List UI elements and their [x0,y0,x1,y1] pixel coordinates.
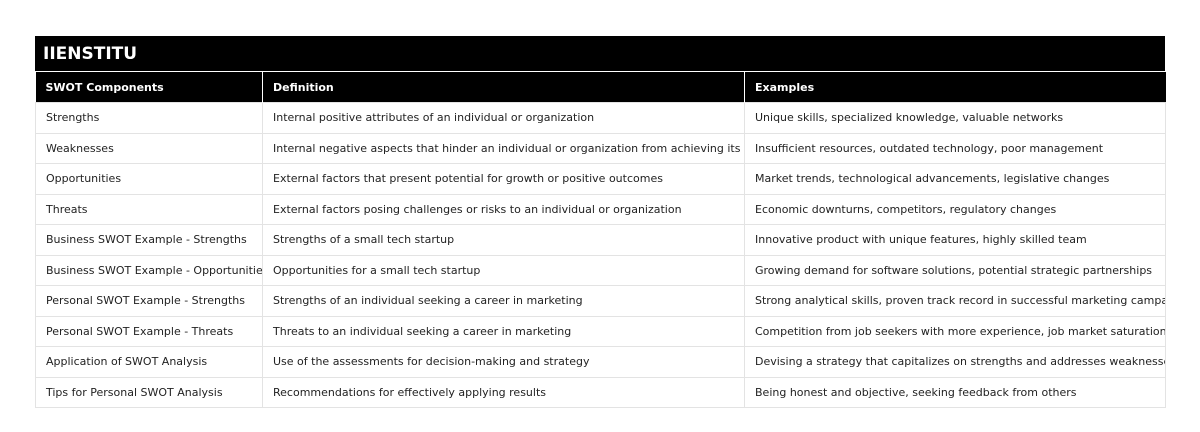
table-cell: External factors posing challenges or ri… [262,193,745,225]
table-card: IIENSTITU SWOT Components Definition Examp… [35,36,1166,408]
table-cell: Business SWOT Example - Strengths [35,224,263,256]
table-cell: Personal SWOT Example - Threats [35,315,263,347]
table-cell: Personal SWOT Example - Strengths [35,285,263,317]
table-cell: Recommendations for effectively applying… [262,376,745,408]
table-cell: Use of the assessments for decision-maki… [262,346,745,378]
table-row: Business SWOT Example - Strengths Strengt… [35,224,1166,256]
table-row: Opportunities External factors that prese… [35,163,1166,195]
table-cell: Strengths of an individual seeking a car… [262,285,745,317]
table-cell: Strengths of a small tech startup [262,224,745,256]
header-row: SWOT Components Definition Examples [35,72,1166,103]
table-cell: Threats to an individual seeking a caree… [262,315,745,347]
table-cell: External factors that present potential … [262,163,745,195]
table-cell: Being honest and objective, seeking feed… [744,376,1166,408]
table-cell: Unique skills, specialized knowledge, va… [744,102,1166,134]
table-row: Personal SWOT Example - Threats Threats t… [35,315,1166,347]
table-cell: Innovative product with unique features,… [744,224,1166,256]
column-header: SWOT Components [35,72,263,103]
column-header: Examples [744,72,1166,103]
table-cell: Internal positive attributes of an indiv… [262,102,745,134]
table-row: Threats External factors posing challenge… [35,193,1166,225]
table-row: Business SWOT Example - Opportunities Opp… [35,254,1166,286]
table-row: Personal SWOT Example - Strengths Strengt… [35,285,1166,317]
table-row: Application of SWOT Analysis Use of the a… [35,346,1166,378]
table-cell: Internal negative aspects that hinder an… [262,132,745,164]
table-cell: Competition from job seekers with more e… [744,315,1166,347]
table-cell: Opportunities [35,163,263,195]
table-cell: Devising a strategy that capitalizes on … [744,346,1166,378]
table-cell: Strengths [35,102,263,134]
table-cell: Tips for Personal SWOT Analysis [35,376,263,408]
table: SWOT Components Definition Examples Streng… [35,72,1166,408]
table-cell: Application of SWOT Analysis [35,346,263,378]
table-cell: Economic downturns, competitors, regulat… [744,193,1166,225]
table-row: Strengths Internal positive attributes of… [35,102,1166,134]
table-row: Tips for Personal SWOT Analysis Recommend… [35,376,1166,408]
table-cell: Strong analytical skills, proven track r… [744,285,1166,317]
table-cell: Weaknesses [35,132,263,164]
table-cell: Growing demand for software solutions, p… [744,254,1166,286]
table-cell: Business SWOT Example - Opportunities [35,254,263,286]
table-row: Weaknesses Internal negative aspects that… [35,132,1166,164]
table-cell: Threats [35,193,263,225]
table-cell: Opportunities for a small tech startup [262,254,745,286]
table-cell: Insufficient resources, outdated technol… [744,132,1166,164]
column-header: Definition [262,72,745,103]
table-body: Strengths Internal positive attributes of… [35,102,1166,408]
table-title: IIENSTITU [35,36,1165,72]
table-cell: Market trends, technological advancement… [744,163,1166,195]
